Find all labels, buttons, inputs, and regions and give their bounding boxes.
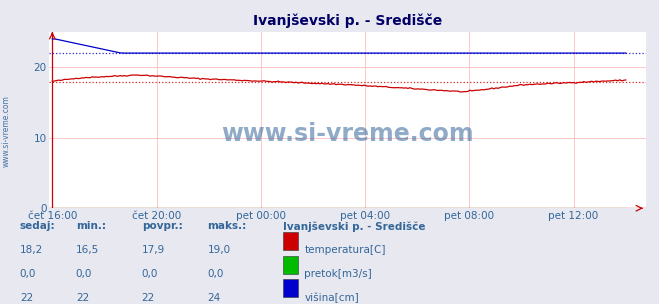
Text: 16,5: 16,5 [76, 245, 99, 255]
Text: pretok[m3/s]: pretok[m3/s] [304, 269, 372, 279]
Text: 22: 22 [142, 293, 155, 303]
Text: 22: 22 [20, 293, 33, 303]
Text: 17,9: 17,9 [142, 245, 165, 255]
Text: višina[cm]: višina[cm] [304, 293, 359, 303]
Text: min.:: min.: [76, 222, 106, 231]
Text: 0,0: 0,0 [20, 269, 36, 279]
Text: 0,0: 0,0 [142, 269, 158, 279]
Text: 0,0: 0,0 [208, 269, 224, 279]
Text: 0,0: 0,0 [76, 269, 92, 279]
Text: 22: 22 [76, 293, 89, 303]
Text: temperatura[C]: temperatura[C] [304, 245, 386, 255]
Bar [283, 279, 298, 297]
Text: maks.:: maks.: [208, 222, 247, 231]
Text: www.si-vreme.com: www.si-vreme.com [2, 95, 11, 167]
Text: 24: 24 [208, 293, 221, 303]
Bar [283, 256, 298, 274]
Text: 19,0: 19,0 [208, 245, 231, 255]
Text: sedaj:: sedaj: [20, 222, 55, 231]
Title: Ivanjševski p. - Središče: Ivanjševski p. - Središče [253, 13, 442, 28]
Text: 18,2: 18,2 [20, 245, 43, 255]
Text: www.si-vreme.com: www.si-vreme.com [221, 122, 474, 146]
Text: povpr.:: povpr.: [142, 222, 183, 231]
Bar [283, 232, 298, 250]
Text: Ivanjševski p. - Središče: Ivanjševski p. - Središče [283, 222, 426, 232]
